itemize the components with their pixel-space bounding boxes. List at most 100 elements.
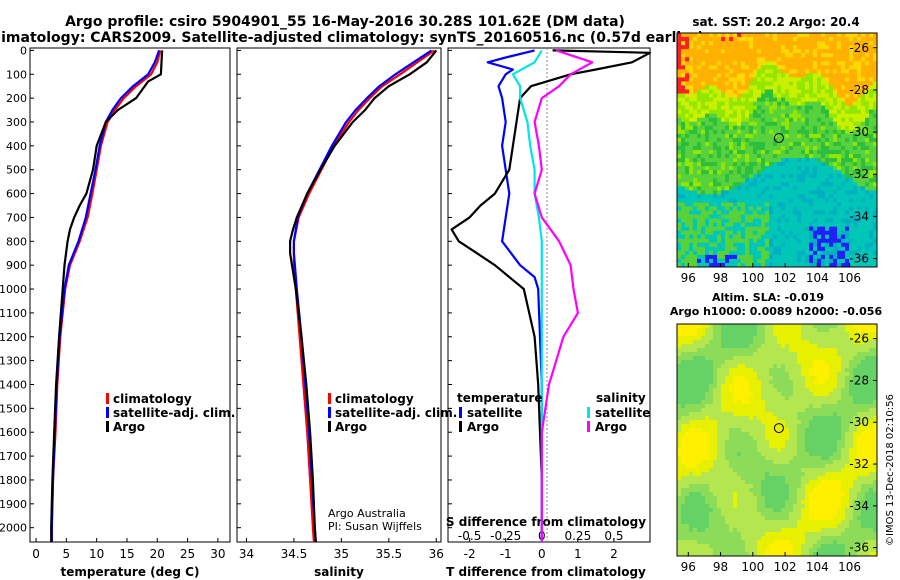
map-cell [853,464,858,469]
map-cell [781,190,786,195]
map-cell [681,230,686,236]
map-cell [757,384,762,389]
map-cell [777,372,782,377]
map-cell [813,190,818,195]
map-cell [705,129,710,135]
map-cell [801,468,806,473]
map-cell [837,218,842,224]
map-cell [805,432,810,437]
map-cell [837,186,842,191]
map-cell [717,194,722,199]
map-cell [709,49,714,54]
map-cell [741,182,746,187]
map-cell [757,37,762,42]
map-cell [797,372,802,377]
map-cell [757,190,762,195]
map-cell [697,254,702,260]
map-cell [709,456,714,461]
map-cell [757,444,762,449]
map-cell [697,73,702,78]
map-cell [761,336,766,341]
map-cell [753,444,758,449]
map-cell [689,125,694,131]
map-cell [721,206,726,211]
map-cell [861,121,866,127]
map-cell [793,230,798,236]
map-cell [773,376,778,381]
map-cell [757,328,762,333]
map-cell [821,250,826,256]
map-cell [845,242,850,248]
map-cell [689,97,694,102]
map-cell [681,198,686,203]
map-cell [741,404,746,409]
map-cell [837,69,842,74]
map-cell [861,150,866,155]
map-cell [761,230,766,236]
map-cell [733,360,738,365]
map-cell [805,234,810,240]
map-cell [717,49,722,54]
map-cell [841,218,846,224]
map-cell [777,97,782,102]
map-cell [685,380,690,385]
map-cell [837,376,842,381]
map-cell [797,41,802,46]
map-cell [777,190,782,195]
map-cell [729,101,734,107]
map-cell [825,348,830,353]
map-cell [865,412,870,417]
map-cell [769,226,774,232]
map-cell [677,420,682,425]
map-cell [689,113,694,119]
map-cell [813,117,818,123]
map-cell [721,444,726,449]
map-cell [685,93,690,98]
map-cell [765,468,770,473]
map-cell [801,113,806,119]
map-cell [745,133,750,139]
map-cell [857,340,862,345]
map-cell [845,202,850,207]
map-cell [825,121,830,127]
map-cell [677,190,682,195]
map-cell [869,137,874,143]
map-cell [853,202,858,207]
map-cell [853,364,858,369]
map-cell [789,336,794,341]
map-cell [733,332,738,337]
map-cell [865,162,870,167]
map-cell [705,328,710,333]
map-cell [805,97,810,102]
map-cell [709,57,714,62]
map-cell [861,81,866,86]
map-cell [773,45,778,50]
map-cell [853,444,858,449]
map-cell [869,436,874,441]
map-cell [717,218,722,224]
map-cell [869,174,874,179]
map-cell [841,129,846,135]
map-cell [733,364,738,369]
map-cell [689,194,694,199]
map-cell [849,85,854,90]
map-cell [741,246,746,252]
map-cell [861,464,866,469]
map-cell [713,376,718,381]
map-cell [857,380,862,385]
map-cell [829,344,834,349]
map-cell [705,69,710,74]
map-cell [765,45,770,50]
map-cell [733,113,738,119]
map-cell [733,61,738,66]
map-cell [865,190,870,195]
map-cell [821,246,826,252]
s-tick-label: -0.25 [490,529,521,543]
map-cell [777,41,782,46]
map-cell [777,133,782,139]
map-cell [869,37,874,42]
map-cell [861,162,866,167]
map-cell [745,218,750,224]
map-cell [753,262,758,268]
map-cell [873,328,878,333]
